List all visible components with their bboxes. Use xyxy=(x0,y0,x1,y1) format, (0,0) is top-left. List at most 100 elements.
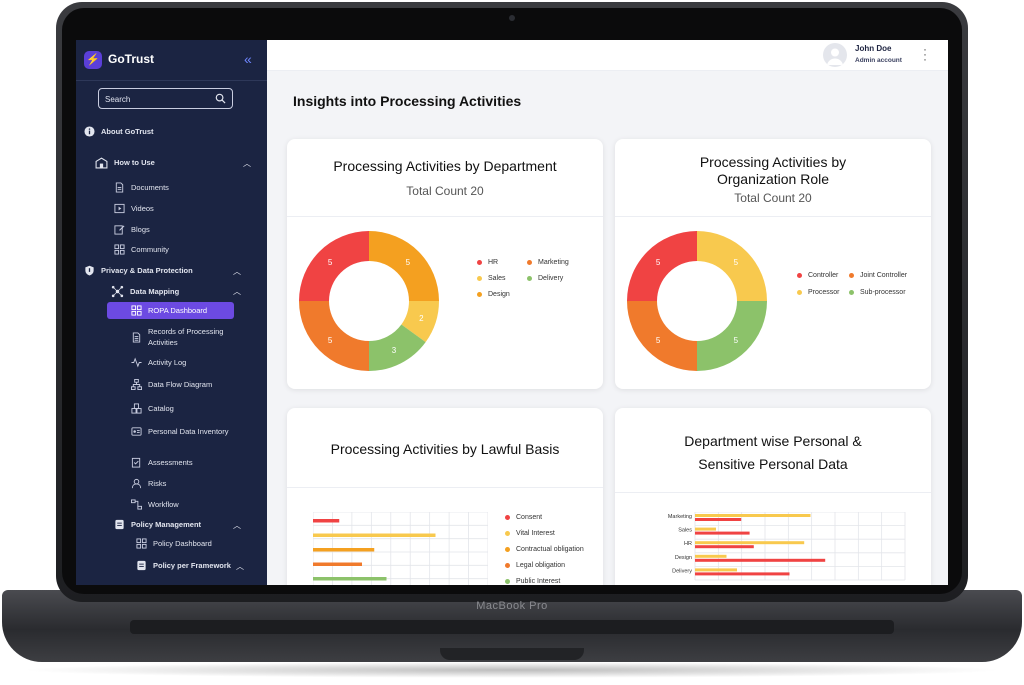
legend-item: Marketing xyxy=(527,259,569,266)
legend-label: Consent xyxy=(516,514,543,521)
mapping-icon xyxy=(111,285,124,298)
card-title: Department wise Personal & Sensitive Per… xyxy=(684,433,862,472)
legend-swatch xyxy=(849,290,854,295)
sidebar-item-label: How to Use xyxy=(114,158,155,167)
sidebar-item-assessments[interactable]: Assessments xyxy=(131,457,193,468)
user-role: Admin account xyxy=(855,57,902,64)
legend-label: Legal obligation xyxy=(516,562,566,569)
bar-hr[interactable] xyxy=(695,545,754,549)
sidebar-item-ropa-dashboard[interactable]: ROPA Dashboard xyxy=(131,305,207,316)
legend-label: Vital Interest xyxy=(516,530,555,537)
sidebar-item-label: Data Flow Diagram xyxy=(148,380,213,389)
bar-design[interactable] xyxy=(695,558,826,562)
sidebar-item-risks[interactable]: Risks xyxy=(131,478,166,489)
sidebar-item-policy-dashboard[interactable]: Policy Dashboard xyxy=(136,538,212,549)
bar-delivery[interactable] xyxy=(695,568,737,572)
sidebar-item-data-flow[interactable]: Data Flow Diagram xyxy=(131,379,212,390)
chevron-up-icon[interactable]: ︿ xyxy=(243,159,251,168)
donut-slice-design[interactable] xyxy=(369,231,439,301)
flow-icon xyxy=(131,379,142,390)
sidebar-item-privacy[interactable]: Privacy & Data Protection xyxy=(84,265,193,276)
framework-icon xyxy=(137,560,146,571)
bar-contractual-obligation[interactable] xyxy=(313,548,375,552)
sidebar-item-community[interactable]: Community xyxy=(114,244,169,255)
legend-item: Sales xyxy=(477,275,506,282)
search-input[interactable] xyxy=(105,92,213,106)
legend-label: Joint Controller xyxy=(860,272,908,279)
slice-value-label: 3 xyxy=(392,346,397,355)
laptop-notch xyxy=(440,648,584,660)
sidebar-item-catalog[interactable]: Catalog xyxy=(131,403,174,414)
legend-label: Controller xyxy=(808,272,839,279)
legend-swatch xyxy=(849,273,854,278)
donut-slice-controller[interactable] xyxy=(627,231,697,301)
donut-slice-sales[interactable] xyxy=(401,301,439,343)
card-divider xyxy=(287,216,603,217)
sidebar-item-policy-management[interactable]: Policy Management xyxy=(114,519,201,530)
card-divider xyxy=(615,216,931,217)
sidebar-item-label: Documents xyxy=(131,183,169,192)
card-title: Processing Activities by Organization Ro… xyxy=(699,154,847,187)
chevron-up-icon[interactable]: ︿ xyxy=(233,521,241,530)
sidebar-item-label: Community xyxy=(131,245,169,254)
chevron-up-icon[interactable]: ︿ xyxy=(233,267,241,276)
sidebar-item-records[interactable]: Records of Processing Activities xyxy=(131,326,238,348)
collapse-sidebar-icon[interactable]: « xyxy=(244,51,252,67)
bar-public-interest[interactable] xyxy=(313,577,387,581)
chevron-up-icon[interactable]: ︿ xyxy=(236,562,244,571)
donut-slice-processor[interactable] xyxy=(697,231,767,301)
main-content: Insights into Processing Activities Proc… xyxy=(267,71,948,585)
donut-slice-joint-controller[interactable] xyxy=(627,301,697,371)
app-name: GoTrust xyxy=(108,52,155,66)
search-icon[interactable] xyxy=(215,93,226,104)
sidebar-item-about[interactable]: About GoTrust xyxy=(84,126,154,137)
sidebar-item-data-mapping[interactable]: Data Mapping xyxy=(111,285,179,298)
bar-consent[interactable] xyxy=(313,519,340,523)
donut-slice-hr[interactable] xyxy=(299,231,369,301)
user-name[interactable]: John Doe xyxy=(855,44,892,53)
donut-slice-delivery[interactable] xyxy=(369,324,426,371)
dashboard-icon xyxy=(131,305,142,316)
sidebar-item-label: Catalog xyxy=(148,404,174,413)
gotrust-logo-icon: ⚡ xyxy=(84,51,102,69)
dashboard-icon xyxy=(136,538,147,549)
bar-hr[interactable] xyxy=(695,541,805,545)
sidebar-item-policy-framework[interactable]: Policy per Framework xyxy=(136,560,231,571)
department-chart-card: Processing Activities by Department Tota… xyxy=(287,139,603,389)
sidebar-item-blogs[interactable]: Blogs xyxy=(114,224,150,235)
chevron-up-icon[interactable]: ︿ xyxy=(233,287,241,296)
bar-sales[interactable] xyxy=(695,531,750,535)
sidebar-item-inventory[interactable]: Personal Data Inventory xyxy=(131,426,238,437)
bar-marketing[interactable] xyxy=(695,514,811,517)
bar-vital-interest[interactable] xyxy=(313,533,436,538)
y-tick-label: Sales xyxy=(678,528,692,534)
catalog-icon xyxy=(131,403,142,414)
donut-slice-sub-processor[interactable] xyxy=(697,301,767,371)
legend-swatch xyxy=(477,260,482,265)
sidebar-item-label: Privacy & Data Protection xyxy=(101,266,193,275)
bar-design[interactable] xyxy=(695,554,727,558)
sidebar-item-label: Activity Log xyxy=(148,358,187,367)
legend-swatch xyxy=(477,292,482,297)
sidebar-item-activity-log[interactable]: Activity Log xyxy=(131,357,186,368)
sidebar-item-how-to-use[interactable]: How to Use xyxy=(95,156,155,169)
legend-item: Delivery xyxy=(527,275,563,282)
bar-legal-obligation[interactable] xyxy=(313,562,362,567)
avatar[interactable] xyxy=(823,43,847,67)
slice-value-label: 5 xyxy=(734,336,739,345)
bar-delivery[interactable] xyxy=(695,572,790,576)
sidebar-item-label: Policy Dashboard xyxy=(153,539,212,548)
donut-slice-marketing[interactable] xyxy=(299,301,369,371)
sidebar-item-label: Policy Management xyxy=(131,520,202,529)
bar-sales[interactable] xyxy=(695,527,716,531)
bar-marketing[interactable] xyxy=(695,518,742,521)
sidebar-item-workflow[interactable]: Workflow xyxy=(131,499,179,510)
sidebar-item-label: About GoTrust xyxy=(101,127,154,136)
sidebar-item-videos[interactable]: Videos xyxy=(114,203,154,214)
legend-swatch xyxy=(527,276,532,281)
sidebar-item-documents[interactable]: Documents xyxy=(114,182,169,193)
workflow-icon xyxy=(131,499,142,510)
more-options-icon[interactable]: · · · xyxy=(923,42,927,66)
legend-swatch xyxy=(505,563,510,568)
card-title: Processing Activities by Department xyxy=(333,158,557,174)
